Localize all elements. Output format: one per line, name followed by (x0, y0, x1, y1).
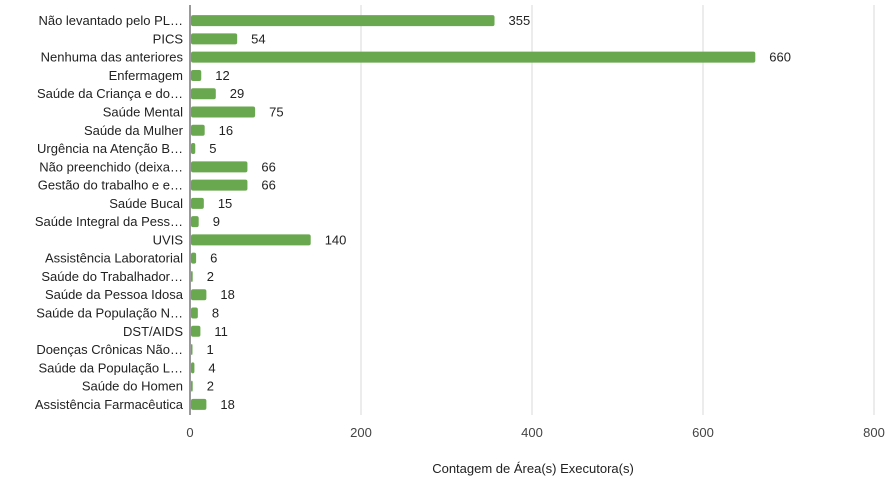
value-label: 5 (209, 141, 216, 156)
category-label: Saúde do Trabalhador… (41, 269, 183, 284)
gridlines (189, 5, 875, 415)
category-label: Enfermagem (109, 68, 183, 83)
category-label: Saúde Integral da Pess… (35, 214, 183, 229)
bar (191, 33, 238, 45)
value-label: 11 (214, 324, 228, 339)
bar (191, 289, 207, 301)
category-label: Assistência Laboratorial (45, 251, 183, 266)
bar (191, 307, 198, 319)
bars (191, 15, 756, 410)
category-label: Assistência Farmacêutica (35, 397, 184, 412)
category-label: PICS (153, 31, 184, 46)
value-label: 8 (212, 306, 219, 321)
value-label: 18 (220, 397, 234, 412)
bar (191, 88, 216, 100)
bar (191, 325, 201, 337)
category-label: Gestão do trabalho e e… (38, 178, 183, 193)
category-label: Nenhuma das anteriores (41, 50, 184, 65)
value-label: 18 (220, 287, 234, 302)
value-label: 1 (207, 342, 214, 357)
bar (191, 197, 204, 209)
bar (191, 15, 495, 27)
value-label: 660 (769, 50, 791, 65)
bar (191, 344, 193, 356)
bar (191, 216, 199, 228)
bar (191, 124, 205, 136)
category-label: DST/AIDS (123, 324, 183, 339)
value-label: 140 (325, 232, 347, 247)
value-label: 15 (218, 196, 232, 211)
value-label: 6 (210, 251, 217, 266)
category-label: Saúde da População L… (38, 360, 183, 375)
bar (191, 380, 193, 392)
bar (191, 143, 196, 155)
category-label: Saúde da Criança e do… (37, 86, 183, 101)
value-label: 29 (230, 86, 244, 101)
category-label: Doenças Crônicas Não… (36, 342, 183, 357)
x-tick-label: 200 (350, 425, 372, 440)
value-label: 9 (213, 214, 220, 229)
category-labels: Não levantado pelo PL… PICS Nenhuma das an… (35, 13, 184, 412)
value-label: 4 (208, 360, 215, 375)
bar (191, 234, 311, 246)
bar (191, 161, 248, 173)
x-tick-label: 600 (692, 425, 714, 440)
category-label: Saúde do Homen (82, 379, 183, 394)
value-label: 66 (261, 159, 275, 174)
x-tick-label: 800 (863, 425, 885, 440)
category-label: Saúde Bucal (109, 196, 183, 211)
x-tick-label: 400 (521, 425, 543, 440)
bar (191, 69, 202, 81)
category-label: Saúde Mental (103, 105, 183, 120)
value-label: 12 (215, 68, 229, 83)
value-label: 16 (219, 123, 233, 138)
x-axis-title: Contagem de Área(s) Executora(s) (432, 461, 634, 476)
value-label: 75 (269, 105, 283, 120)
category-label: Saúde da Pessoa Idosa (45, 287, 184, 302)
value-label: 66 (261, 178, 275, 193)
category-label: UVIS (153, 232, 184, 247)
value-label: 2 (207, 269, 214, 284)
category-label: Saúde da Mulher (84, 123, 184, 138)
bar (191, 252, 197, 264)
bar (191, 362, 195, 374)
category-label: Não levantado pelo PL… (38, 13, 183, 28)
bar (191, 270, 193, 282)
x-tick-labels: 0 200 400 600 800 (186, 425, 884, 440)
value-label: 355 (509, 13, 531, 28)
category-label: Não preenchido (deixa… (39, 159, 183, 174)
bar (191, 106, 256, 118)
value-label: 54 (251, 31, 265, 46)
category-label: Saúde da População N… (36, 306, 183, 321)
x-tick-label: 0 (186, 425, 193, 440)
bar (191, 398, 207, 410)
bar (191, 179, 248, 191)
value-label: 2 (207, 379, 214, 394)
category-label: Urgência na Atenção B… (37, 141, 183, 156)
bar (191, 51, 756, 63)
